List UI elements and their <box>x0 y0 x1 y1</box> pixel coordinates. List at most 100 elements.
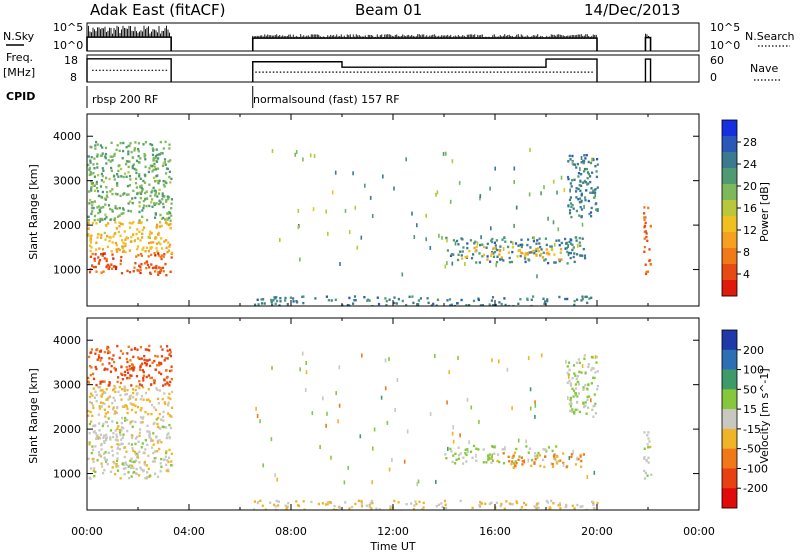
data-cell <box>466 255 469 258</box>
data-cell <box>507 251 510 254</box>
data-cell <box>160 457 163 461</box>
data-cell <box>393 296 396 299</box>
data-cell <box>123 473 126 476</box>
data-cell <box>147 255 150 258</box>
velocity-colorbar-frame <box>721 329 738 509</box>
data-cell <box>542 251 545 254</box>
data-cell <box>107 222 110 225</box>
data-cell <box>87 414 90 417</box>
data-cell <box>156 223 159 226</box>
data-cell <box>105 194 108 197</box>
data-cell <box>153 457 156 460</box>
data-cell <box>581 295 584 298</box>
data-cell <box>361 353 363 358</box>
data-cell <box>489 260 492 263</box>
data-cell <box>405 503 408 506</box>
data-cell <box>346 304 349 306</box>
data-cell <box>140 221 143 224</box>
data-cell <box>542 448 545 451</box>
data-cell <box>474 250 477 253</box>
data-cell <box>124 416 127 420</box>
data-cell <box>587 172 590 176</box>
data-cell <box>91 210 94 213</box>
data-cell <box>496 255 499 258</box>
data-cell <box>368 505 371 509</box>
data-cell <box>99 350 102 353</box>
data-cell <box>152 422 155 426</box>
data-cell <box>128 376 131 380</box>
data-cell <box>164 455 167 458</box>
data-cell <box>91 448 95 452</box>
data-cell <box>477 298 480 302</box>
data-cell <box>111 241 114 244</box>
data-cell <box>542 458 545 462</box>
data-cell <box>276 477 278 482</box>
cpid-segment-1: rbsp 200 RF <box>92 93 158 106</box>
data-cell <box>593 470 596 475</box>
data-cell <box>587 363 590 366</box>
data-cell <box>162 415 165 419</box>
data-cell <box>580 194 583 197</box>
data-cell <box>573 507 576 510</box>
data-cell <box>337 419 339 424</box>
data-cell <box>565 242 568 245</box>
data-cell <box>146 471 149 474</box>
data-cell <box>122 426 125 430</box>
data-cell <box>596 501 599 505</box>
data-cell <box>547 251 550 254</box>
data-cell <box>488 303 491 306</box>
data-cell <box>537 249 541 253</box>
velocity-colorbar-tick-label: 100 <box>743 364 764 377</box>
data-cell <box>170 415 173 418</box>
data-cell <box>595 170 598 173</box>
data-cell <box>109 155 112 158</box>
data-cell <box>119 141 122 145</box>
data-cell <box>146 218 149 222</box>
data-cell <box>156 355 159 358</box>
velocity-plot-frame <box>86 317 700 511</box>
data-cell <box>160 267 163 270</box>
data-cell <box>468 440 470 445</box>
data-cell <box>571 408 574 411</box>
data-cell <box>368 299 371 302</box>
data-cell <box>540 191 542 196</box>
data-cell <box>534 452 537 455</box>
data-cell <box>145 398 149 402</box>
data-cell <box>95 182 98 185</box>
data-cell <box>592 507 596 510</box>
data-cell <box>465 304 468 306</box>
data-cell <box>476 241 479 246</box>
data-cell <box>592 189 595 192</box>
data-cell <box>106 398 109 401</box>
data-cell <box>590 382 593 385</box>
data-cell <box>132 466 135 470</box>
data-cell <box>114 241 117 245</box>
data-cell <box>518 249 522 252</box>
data-cell <box>647 431 650 434</box>
data-cell <box>479 500 482 504</box>
data-cell <box>521 252 524 255</box>
data-cell <box>87 155 90 158</box>
data-cell <box>140 357 143 360</box>
data-cell <box>580 199 583 203</box>
data-cell <box>95 222 98 225</box>
data-cell <box>137 155 140 158</box>
data-cell <box>435 479 437 484</box>
data-cell <box>142 379 145 382</box>
data-cell <box>577 243 579 248</box>
data-cell <box>108 357 111 360</box>
data-cell <box>450 303 453 306</box>
data-cell <box>163 401 166 404</box>
data-cell <box>89 236 92 239</box>
data-cell <box>446 299 449 302</box>
data-cell <box>454 452 457 455</box>
data-cell <box>326 501 329 504</box>
data-cell <box>90 234 93 237</box>
data-cell <box>510 260 514 264</box>
data-cell <box>493 246 496 250</box>
data-cell <box>585 167 588 171</box>
data-cell <box>160 217 163 220</box>
data-cell <box>544 258 547 261</box>
data-cell <box>519 243 522 247</box>
data-cell <box>138 450 141 453</box>
